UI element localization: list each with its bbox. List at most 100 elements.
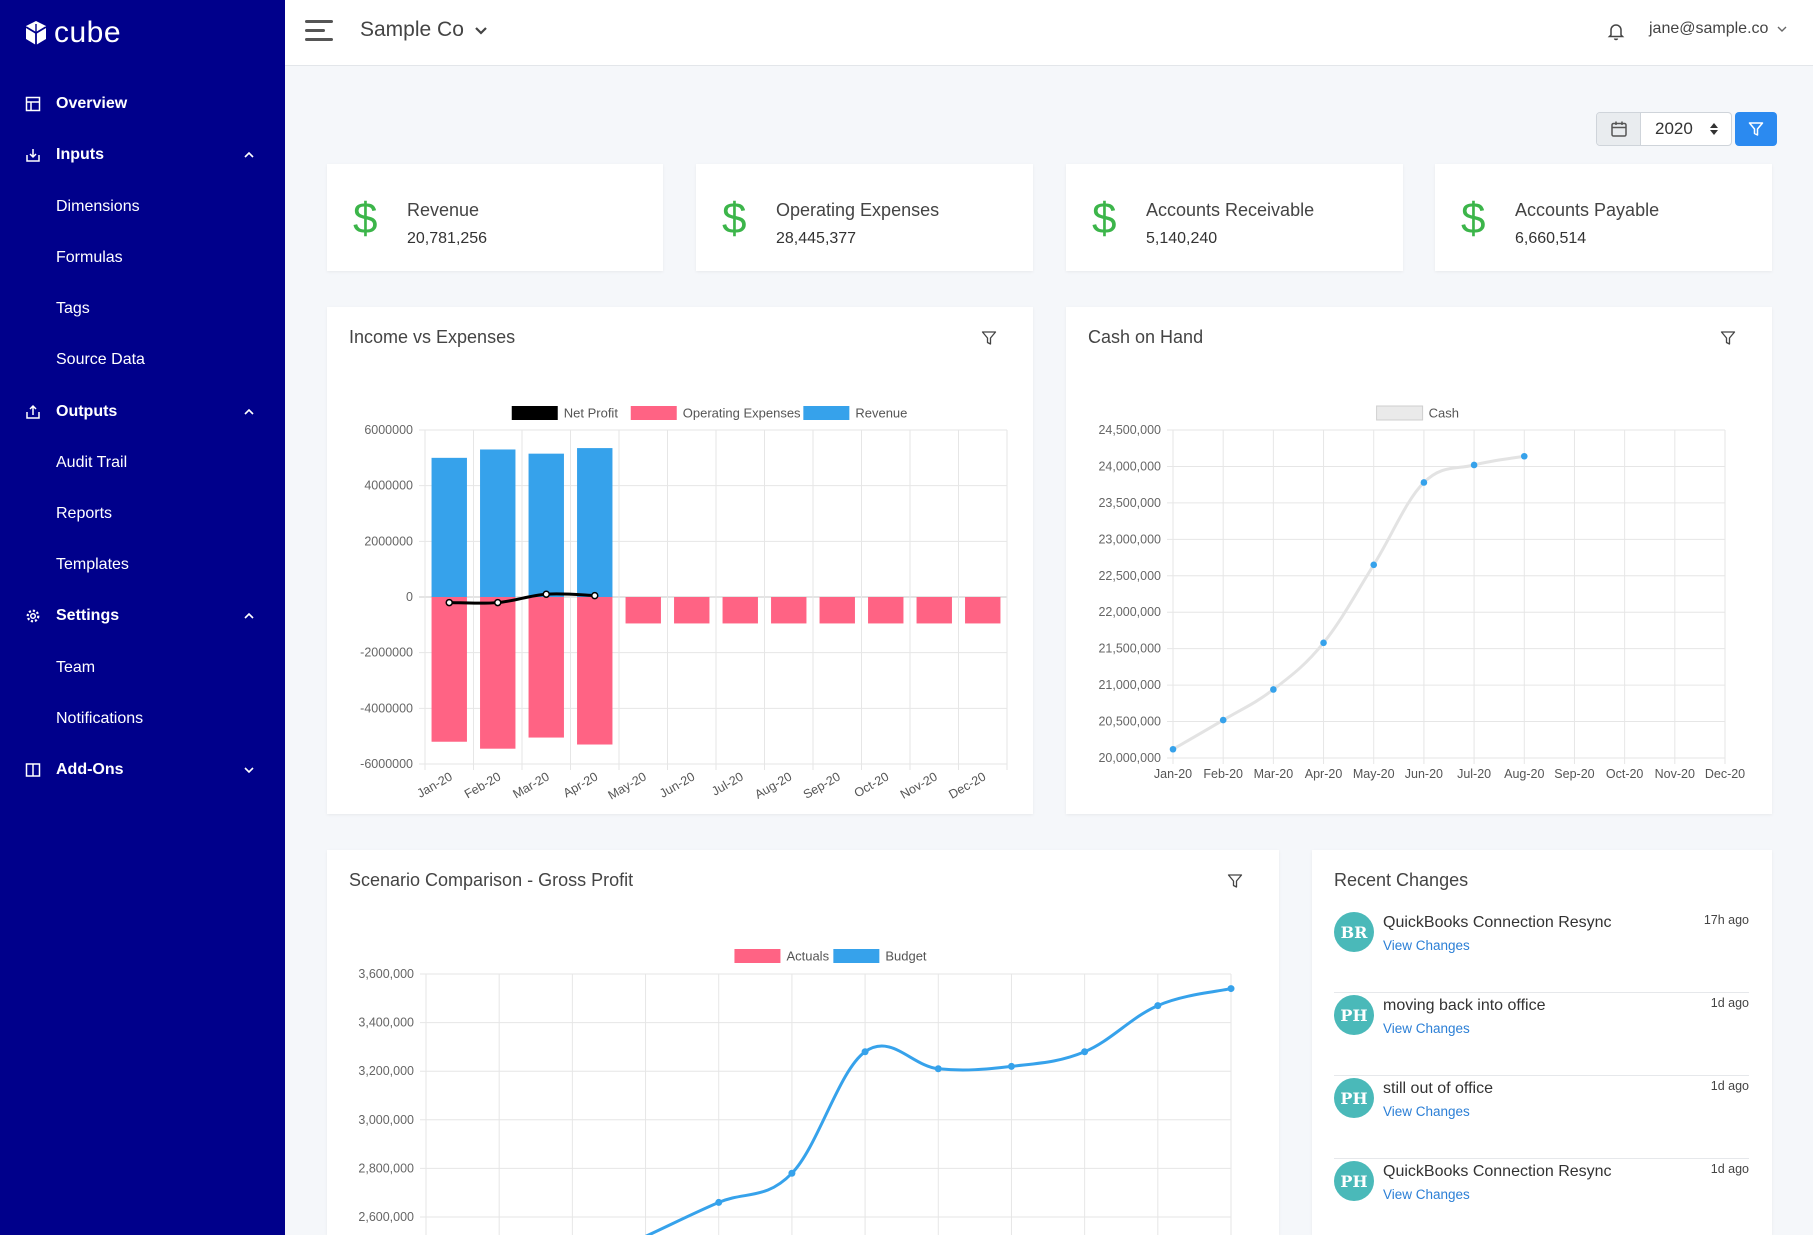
dollar-icon: $ [353, 194, 378, 243]
view-changes-link[interactable]: View Changes [1383, 1021, 1470, 1036]
sidebar-item-add-ons[interactable]: Add-Ons [0, 750, 285, 790]
kpi-value: 20,781,256 [407, 230, 488, 247]
global-filter-button[interactable] [1735, 112, 1777, 146]
expense-bar [916, 597, 952, 624]
sidebar-item-formulas[interactable]: Formulas [0, 238, 285, 278]
expense-bar [771, 597, 807, 624]
x-tick-label: Sep-20 [1554, 767, 1594, 781]
inputs-icon [24, 146, 42, 164]
view-changes-link[interactable]: View Changes [1383, 1104, 1470, 1119]
filter-icon[interactable] [1227, 873, 1243, 889]
filter-icon[interactable] [1720, 330, 1736, 346]
expense-bar [819, 597, 855, 624]
kpi-label: Accounts Payable [1515, 200, 1660, 220]
cash-point [1270, 686, 1277, 693]
chevron-down-icon [475, 27, 487, 35]
chart-title: Cash on Hand [1088, 327, 1204, 347]
chevron-up-icon [244, 408, 254, 415]
x-tick-label: Mar-20 [510, 769, 551, 801]
sidebar-item-tags[interactable]: Tags [0, 289, 285, 329]
cash-point [1470, 461, 1478, 469]
y-tick-label: 2000000 [364, 534, 413, 548]
user-menu[interactable]: jane@sample.co [1649, 20, 1788, 38]
cash-on-hand-chart: 24,500,000 24,000,000 23,500,000 23,000,000… [1098, 405, 1745, 781]
legend-label: Net Profit [564, 406, 619, 421]
recent-changes-title: Recent Changes [1334, 870, 1469, 890]
y-tick-label: 21,500,000 [1098, 642, 1161, 656]
avatar: BR [1334, 912, 1374, 952]
y-tick-label: 6000000 [364, 423, 413, 437]
sidebar-item-inputs[interactable]: Inputs [0, 135, 285, 175]
expense-bar [674, 597, 710, 624]
legend-swatch [833, 949, 880, 963]
sidebar-item-source-data[interactable]: Source Data [0, 340, 285, 380]
sidebar-item-dimensions[interactable]: Dimensions [0, 187, 285, 227]
kpi-value: 5,140,240 [1146, 230, 1218, 247]
cash-on-hand-card: Cash on Hand 24,500,000 24,000,000 23,500,… [1066, 307, 1772, 814]
sidebar-item-label: Templates [56, 556, 129, 573]
revenue-bar [431, 457, 467, 597]
kpi-label: Revenue [407, 200, 480, 220]
x-tick-label: Oct-20 [852, 769, 892, 800]
cash-line [1172, 454, 1525, 751]
legend-label: Budget [885, 949, 927, 964]
budget-point [1227, 985, 1235, 993]
expense-bar [431, 597, 467, 742]
kpi-card-accounts-payable: $ Accounts Payable 6,660,514 [1435, 164, 1772, 271]
y-tick-label: 3,600,000 [358, 967, 414, 981]
sidebar-item-templates[interactable]: Templates [0, 545, 285, 585]
sidebar-item-overview[interactable]: Overview [0, 84, 285, 124]
net-profit-point [542, 590, 550, 598]
budget-point [861, 1048, 869, 1056]
x-tick-label: Feb-20 [1203, 767, 1243, 781]
list-item: PH QuickBooks Connection Resync View Cha… [1334, 1159, 1749, 1235]
sidebar-item-label: Audit Trail [56, 454, 128, 471]
calendar-button[interactable] [1597, 113, 1641, 145]
kpi-value: 6,660,514 [1515, 230, 1587, 247]
y-tick-label: 0 [406, 590, 413, 604]
x-tick-label: Oct-20 [1606, 767, 1644, 781]
sidebar-item-reports[interactable]: Reports [0, 494, 285, 534]
change-title: still out of office [1383, 1080, 1493, 1097]
y-tick-label: 3,000,000 [358, 1113, 414, 1127]
dollar-icon: $ [1461, 194, 1486, 243]
filter-icon[interactable] [981, 330, 997, 346]
view-changes-link[interactable]: View Changes [1383, 938, 1470, 953]
gear-icon [24, 607, 42, 625]
sidebar-item-team[interactable]: Team [0, 648, 285, 688]
top-bar: Sample Co jane@sample.co [285, 0, 1813, 66]
company-switcher[interactable]: Sample Co [360, 18, 488, 42]
y-tick-label: 20,000,000 [1098, 751, 1161, 765]
expense-bar [868, 597, 904, 624]
outputs-icon [24, 403, 42, 421]
x-tick-label: Dec-20 [946, 769, 988, 801]
kpi-label: Accounts Receivable [1146, 200, 1315, 220]
sidebar-item-label: Overview [56, 95, 128, 112]
year-select[interactable]: 2020 [1641, 113, 1731, 145]
change-title: QuickBooks Connection Resync [1383, 1163, 1612, 1180]
overview-icon [24, 95, 42, 113]
menu-toggle-icon[interactable] [305, 20, 333, 42]
cash-point [1370, 561, 1378, 569]
net-profit-line [449, 592, 595, 605]
sidebar-item-outputs[interactable]: Outputs [0, 392, 285, 432]
bell-icon[interactable] [1605, 20, 1627, 42]
view-changes-link[interactable]: View Changes [1383, 1187, 1470, 1202]
kpi-card-accounts-receivable: $ Accounts Receivable 5,140,240 [1066, 164, 1403, 271]
expense-bar [625, 597, 661, 624]
change-time: 17h ago [1703, 913, 1749, 927]
net-profit-point [494, 598, 502, 607]
sidebar-item-notifications[interactable]: Notifications [0, 699, 285, 739]
y-tick-label: 23,000,000 [1098, 532, 1161, 546]
sidebar-item-audit-trail[interactable]: Audit Trail [0, 443, 285, 483]
budget-line [645, 987, 1232, 1235]
chevron-up-icon [244, 151, 254, 158]
legend-swatch [734, 949, 781, 963]
sidebar-item-settings[interactable]: Settings [0, 596, 285, 636]
x-tick-label: Dec-20 [1705, 767, 1745, 781]
sidebar-item-label: Outputs [56, 403, 118, 420]
logo[interactable]: cube [24, 16, 121, 50]
sidebar-item-label: Team [56, 659, 96, 676]
x-tick-label: Aug-20 [1504, 767, 1544, 781]
legend-label: Revenue [855, 406, 907, 421]
